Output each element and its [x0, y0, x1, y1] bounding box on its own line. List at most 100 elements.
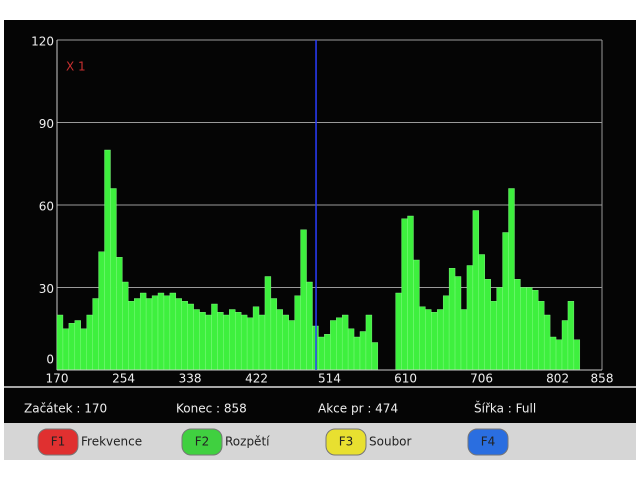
- bar: [407, 215, 414, 371]
- bar: [431, 312, 438, 371]
- bar: [419, 306, 426, 371]
- key-name: F2: [195, 435, 210, 449]
- bar: [264, 276, 272, 371]
- bar: [526, 287, 533, 371]
- bar: [258, 314, 266, 371]
- bar: [336, 317, 343, 371]
- bar: [448, 268, 456, 371]
- bar: [252, 306, 260, 371]
- status-text: Začátek : 170: [24, 402, 107, 416]
- bar: [211, 303, 218, 371]
- x-tick-label: 802: [546, 372, 569, 386]
- bar: [104, 149, 111, 371]
- function-button[interactable]: F3 Soubor: [325, 428, 412, 456]
- bar: [478, 254, 485, 371]
- bar: [110, 188, 117, 371]
- bar: [573, 339, 581, 371]
- key-cap: [181, 428, 223, 456]
- function-button[interactable]: F1 Frekvence: [37, 428, 142, 456]
- button-label: Rozpětí: [225, 435, 270, 449]
- x-tick-label: 514: [318, 372, 341, 386]
- bar: [294, 295, 301, 371]
- bar: [62, 328, 70, 371]
- bar: [181, 301, 188, 371]
- bar: [425, 309, 432, 371]
- bar: [98, 251, 105, 371]
- bar: [543, 314, 551, 371]
- bar: [282, 314, 289, 371]
- bar: [199, 312, 206, 371]
- bar: [520, 287, 527, 371]
- bar: [229, 309, 236, 371]
- bar: [318, 336, 325, 371]
- bar: [561, 320, 569, 371]
- bar: [128, 301, 135, 371]
- bar: [139, 292, 147, 371]
- x-tick-label: 858: [591, 372, 614, 386]
- bar: [532, 290, 539, 371]
- function-button[interactable]: F2 Rozpětí: [181, 428, 270, 456]
- bar: [145, 298, 153, 371]
- bar: [555, 339, 563, 371]
- bar: [484, 279, 491, 371]
- key-name: F3: [339, 435, 354, 449]
- x-tick-label: 610: [394, 372, 417, 386]
- bar: [472, 210, 480, 371]
- bar: [371, 342, 379, 371]
- y-tick-label: 120: [31, 35, 54, 49]
- bar: [80, 328, 87, 371]
- button-label: Soubor: [369, 435, 412, 449]
- x-tick-label: 170: [46, 372, 69, 386]
- bar: [490, 301, 497, 371]
- bar: [246, 317, 254, 371]
- y-tick-label: 90: [39, 117, 54, 131]
- bar: [122, 281, 129, 371]
- x-tick-label: 254: [112, 372, 135, 386]
- bar: [223, 314, 230, 371]
- x-tick-label: 338: [179, 372, 202, 386]
- bar: [460, 309, 468, 371]
- bar: [365, 314, 373, 371]
- bar: [502, 232, 509, 371]
- background: [4, 20, 636, 460]
- bar: [353, 336, 361, 371]
- bar: [341, 314, 349, 371]
- bar: [300, 229, 307, 371]
- bar: [514, 279, 521, 371]
- bar: [205, 314, 212, 371]
- bar: [567, 301, 575, 371]
- bar: [538, 301, 545, 371]
- bar: [276, 309, 283, 371]
- key-cap: [467, 428, 509, 456]
- bar: [74, 320, 81, 371]
- bar: [240, 314, 248, 371]
- function-button[interactable]: F4: [467, 428, 509, 456]
- bar: [347, 328, 355, 371]
- bar: [442, 295, 450, 371]
- bar: [56, 314, 64, 371]
- bar: [116, 257, 123, 371]
- bar: [466, 265, 474, 371]
- bar: [324, 334, 331, 371]
- x-tick-label: 422: [245, 372, 268, 386]
- bar: [86, 314, 93, 371]
- bar: [169, 292, 177, 371]
- bar: [175, 298, 182, 371]
- bar: [437, 309, 444, 371]
- bar: [92, 298, 99, 371]
- key-name: F1: [51, 435, 66, 449]
- bar: [187, 303, 194, 371]
- bar: [193, 309, 200, 371]
- key-cap: [325, 428, 367, 456]
- bar: [496, 287, 503, 371]
- bar: [508, 188, 515, 371]
- status-text: Šířka : Full: [474, 401, 536, 416]
- x-tick-label: 706: [470, 372, 493, 386]
- bar: [151, 295, 159, 371]
- bar: [157, 292, 165, 371]
- y-tick-label: 30: [39, 282, 54, 296]
- bar: [549, 336, 557, 371]
- marker-label: X 1: [66, 60, 86, 74]
- y-tick-label: 0: [46, 353, 54, 367]
